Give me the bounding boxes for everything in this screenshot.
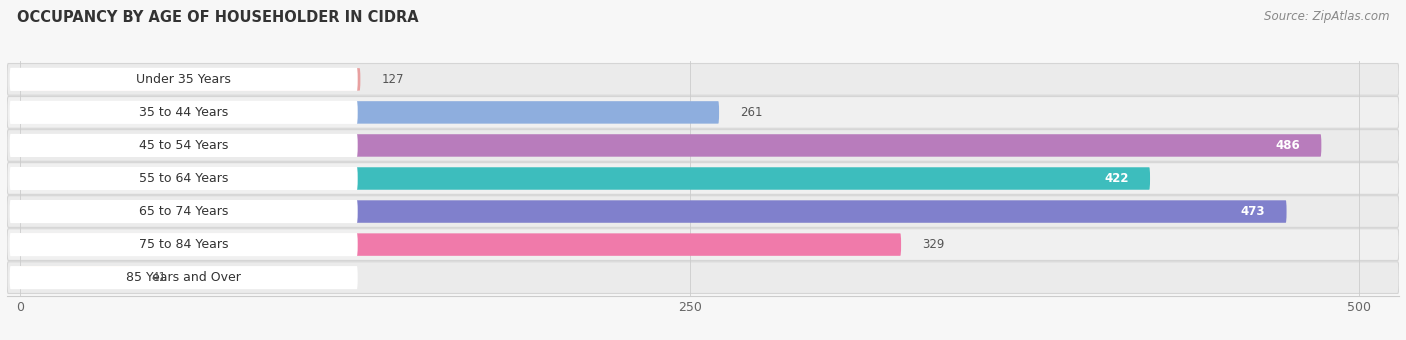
Text: 65 to 74 Years: 65 to 74 Years bbox=[139, 205, 228, 218]
FancyBboxPatch shape bbox=[21, 233, 901, 256]
Text: OCCUPANCY BY AGE OF HOUSEHOLDER IN CIDRA: OCCUPANCY BY AGE OF HOUSEHOLDER IN CIDRA bbox=[17, 10, 419, 25]
FancyBboxPatch shape bbox=[10, 167, 357, 190]
Text: 41: 41 bbox=[152, 271, 166, 284]
FancyBboxPatch shape bbox=[10, 233, 357, 256]
FancyBboxPatch shape bbox=[10, 68, 357, 91]
Text: 473: 473 bbox=[1240, 205, 1265, 218]
FancyBboxPatch shape bbox=[7, 262, 1399, 293]
Text: 486: 486 bbox=[1275, 139, 1301, 152]
Text: 127: 127 bbox=[382, 73, 405, 86]
Text: 55 to 64 Years: 55 to 64 Years bbox=[139, 172, 228, 185]
Text: 35 to 44 Years: 35 to 44 Years bbox=[139, 106, 228, 119]
FancyBboxPatch shape bbox=[10, 101, 357, 124]
FancyBboxPatch shape bbox=[21, 68, 360, 90]
Text: 75 to 84 Years: 75 to 84 Years bbox=[139, 238, 228, 251]
FancyBboxPatch shape bbox=[10, 200, 357, 223]
Text: 45 to 54 Years: 45 to 54 Years bbox=[139, 139, 228, 152]
Text: Source: ZipAtlas.com: Source: ZipAtlas.com bbox=[1264, 10, 1389, 23]
FancyBboxPatch shape bbox=[10, 134, 357, 157]
Text: 261: 261 bbox=[741, 106, 763, 119]
FancyBboxPatch shape bbox=[21, 101, 718, 124]
Text: 85 Years and Over: 85 Years and Over bbox=[127, 271, 242, 284]
FancyBboxPatch shape bbox=[21, 200, 1286, 223]
FancyBboxPatch shape bbox=[7, 130, 1399, 161]
Text: 329: 329 bbox=[922, 238, 945, 251]
FancyBboxPatch shape bbox=[7, 97, 1399, 128]
FancyBboxPatch shape bbox=[7, 229, 1399, 260]
FancyBboxPatch shape bbox=[21, 167, 1150, 190]
FancyBboxPatch shape bbox=[7, 163, 1399, 194]
Text: Under 35 Years: Under 35 Years bbox=[136, 73, 231, 86]
FancyBboxPatch shape bbox=[21, 134, 1322, 157]
FancyBboxPatch shape bbox=[7, 196, 1399, 227]
FancyBboxPatch shape bbox=[7, 64, 1399, 95]
Text: 422: 422 bbox=[1104, 172, 1129, 185]
FancyBboxPatch shape bbox=[10, 266, 357, 289]
FancyBboxPatch shape bbox=[21, 267, 131, 289]
